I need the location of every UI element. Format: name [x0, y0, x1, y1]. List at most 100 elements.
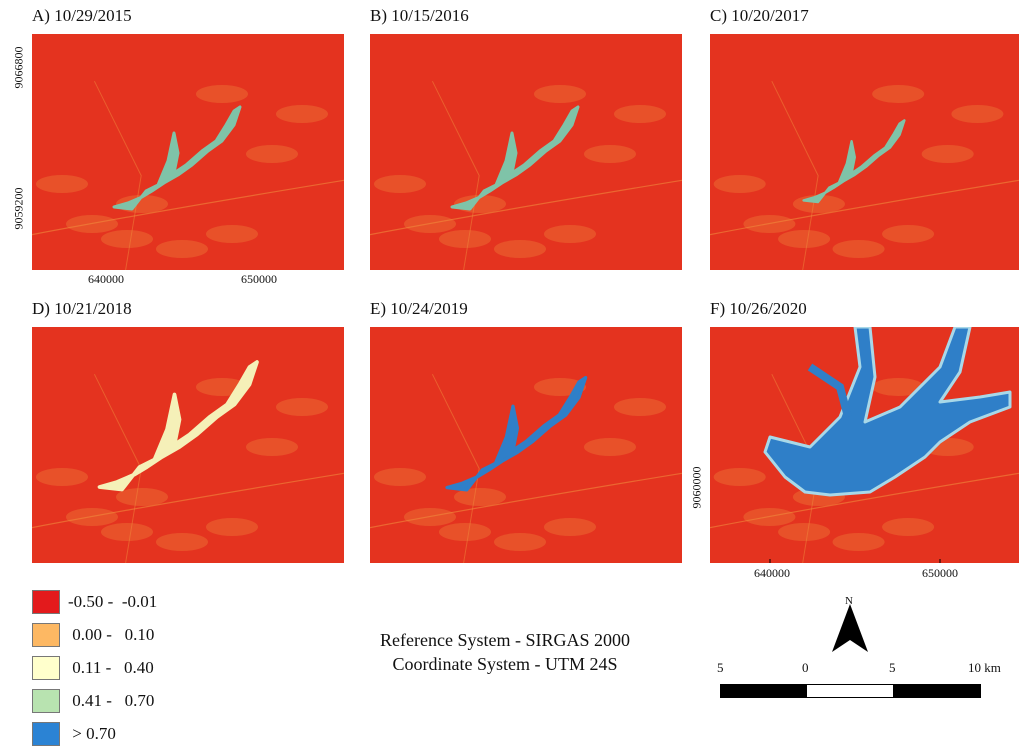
vegetation-patch	[246, 438, 298, 456]
vegetation-patch	[882, 518, 935, 536]
legend-label: 0.11 - 0.40	[68, 658, 154, 677]
vegetation-patch	[832, 533, 885, 551]
vegetation-patch	[494, 240, 546, 258]
drainage-line	[771, 80, 819, 270]
map-background	[370, 34, 682, 270]
map-background	[32, 34, 344, 270]
vegetation-patch	[116, 488, 168, 506]
reservoir-water	[763, 327, 1012, 497]
vegetation-patch	[36, 175, 88, 193]
vegetation-patch	[544, 225, 596, 243]
reservoir-water	[450, 105, 580, 211]
panel-title-d: D) 10/21/2018	[32, 299, 132, 318]
legend-item: 0.11 - 0.40	[32, 655, 154, 681]
vegetation-patch	[584, 145, 636, 163]
vegetation-patch	[584, 438, 636, 456]
reservoir-water	[445, 375, 588, 492]
legend-swatch	[32, 689, 60, 713]
x-tick-f-640000: 640000	[754, 566, 790, 580]
road-line	[32, 179, 344, 236]
x-tick-f-650000: 650000	[922, 566, 958, 580]
vegetation-patch	[156, 533, 208, 551]
vegetation-patch	[832, 240, 885, 258]
panel-title-a: A) 10/29/2015	[32, 6, 132, 25]
legend-label: > 0.70	[68, 724, 116, 743]
vegetation-patch	[882, 225, 935, 243]
vegetation-patch	[276, 105, 328, 123]
road-line	[32, 472, 344, 529]
legend-label: 0.41 - 0.70	[68, 691, 155, 710]
y-tick-f-9060000: 9060000	[689, 466, 704, 509]
vegetation-patch	[778, 523, 831, 541]
reservoir-water	[97, 360, 259, 492]
legend-swatch	[32, 722, 60, 746]
panel-title-b: B) 10/15/2016	[370, 6, 469, 25]
map-panel-d	[32, 327, 344, 563]
vegetation-patch	[374, 175, 426, 193]
map-background	[32, 327, 344, 563]
vegetation-patch	[439, 523, 491, 541]
map-background	[710, 34, 1019, 270]
y-tick-a-9059200: 9059200	[11, 187, 26, 230]
vegetation-patch	[872, 85, 925, 103]
map-panel-c	[710, 34, 1019, 270]
legend-label: -0.50 - -0.01	[68, 592, 158, 611]
vegetation-patch	[439, 230, 491, 248]
reference-system-text: Reference System - SIRGAS 2000	[380, 630, 630, 650]
legend-item: 0.41 - 0.70	[32, 688, 154, 714]
legend-label: 0.00 - 0.10	[68, 625, 155, 644]
vegetation-patch	[246, 145, 298, 163]
scale-bar	[720, 684, 981, 698]
road-line	[370, 472, 682, 529]
vegetation-patch	[206, 518, 258, 536]
vegetation-patch	[101, 523, 153, 541]
vegetation-patch	[494, 533, 546, 551]
vegetation-patch	[374, 468, 426, 486]
north-label: N	[845, 595, 853, 607]
vegetation-patch	[196, 85, 248, 103]
x-tick-a-640000: 640000	[88, 272, 124, 286]
road-line	[710, 179, 1019, 236]
vegetation-patch	[614, 105, 666, 123]
vegetation-patch	[921, 145, 974, 163]
road-line	[710, 472, 1019, 529]
vegetation-patch	[454, 488, 506, 506]
vegetation-patch	[713, 175, 766, 193]
road-line	[370, 179, 682, 236]
panel-title-f: F) 10/26/2020	[710, 299, 807, 318]
vegetation-patch	[872, 378, 925, 396]
vegetation-patch	[544, 518, 596, 536]
drainage-line	[431, 80, 480, 270]
scalebar-label-10km: 10 km	[968, 660, 1001, 675]
vegetation-patch	[951, 105, 1004, 123]
scalebar-label-5-left: 5	[717, 660, 724, 675]
legend-item: -0.50 - -0.01	[32, 589, 157, 615]
vegetation-patch	[614, 398, 666, 416]
drainage-line	[431, 373, 480, 563]
panel-title-e: E) 10/24/2019	[370, 299, 468, 318]
x-tick-a-650000: 650000	[241, 272, 277, 286]
legend-swatch	[32, 623, 60, 647]
map-panel-b	[370, 34, 682, 270]
reservoir-water	[802, 119, 906, 204]
north-arrow-icon	[832, 604, 868, 652]
legend-item: 0.00 - 0.10	[32, 622, 154, 648]
map-panel-a	[32, 34, 344, 270]
vegetation-patch	[276, 398, 328, 416]
scalebar-label-0: 0	[802, 660, 809, 675]
map-panel-e	[370, 327, 682, 563]
legend-swatch	[32, 656, 60, 680]
scalebar-label-5-right: 5	[889, 660, 896, 675]
legend-item: > 0.70	[32, 721, 116, 747]
coordinate-system-text: Coordinate System - UTM 24S	[392, 654, 618, 674]
vegetation-patch	[713, 468, 766, 486]
vegetation-patch	[534, 85, 586, 103]
drainage-line	[93, 80, 142, 270]
vegetation-patch	[101, 230, 153, 248]
reservoir-water	[112, 105, 242, 211]
panel-title-c: C) 10/20/2017	[710, 6, 809, 25]
map-panel-f	[710, 327, 1019, 563]
y-tick-a-9066800: 9066800	[11, 46, 26, 89]
vegetation-patch	[206, 225, 258, 243]
legend-swatch	[32, 590, 60, 614]
